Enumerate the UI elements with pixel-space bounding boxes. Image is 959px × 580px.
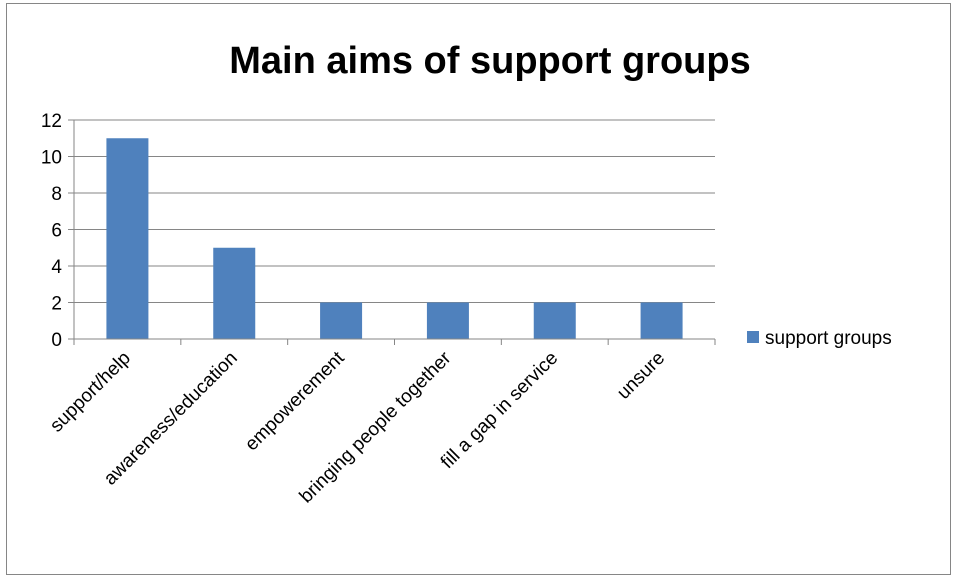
bar	[106, 138, 149, 339]
x-category-label: support/help	[46, 348, 135, 437]
x-category-label: unsure	[613, 348, 669, 404]
bar	[213, 247, 256, 339]
bar	[640, 302, 683, 339]
bar	[320, 302, 363, 339]
legend: support groups	[747, 328, 892, 349]
chart-frame: Main aims of support groups 0 2 4 6 8 10 12 su…	[6, 3, 951, 575]
bars	[106, 138, 683, 339]
y-tick-label: 12	[41, 111, 62, 132]
x-category-label: empowerement	[241, 347, 349, 455]
axes	[68, 119, 716, 345]
y-tick-label: 10	[41, 148, 62, 169]
y-tick-label: 2	[51, 294, 62, 315]
y-tick-label: 4	[51, 257, 62, 278]
bar	[426, 302, 469, 339]
gridlines	[74, 119, 715, 303]
x-category-label: fill a gap in service	[437, 348, 562, 473]
legend-swatch	[747, 331, 759, 343]
bar-chart: Main aims of support groups 0 2 4 6 8 10 12 su…	[41, 40, 892, 507]
y-tick-label: 8	[51, 184, 62, 205]
legend-label: support groups	[765, 328, 892, 349]
bar	[533, 302, 576, 339]
y-tick-label: 6	[51, 221, 62, 242]
y-tick-labels: 0 2 4 6 8 10 12	[41, 111, 63, 351]
chart-title: Main aims of support groups	[229, 40, 750, 82]
y-tick-label: 0	[51, 330, 62, 351]
